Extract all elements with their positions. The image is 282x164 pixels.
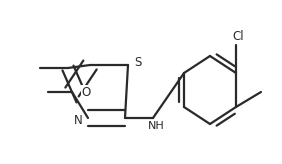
Text: NH: NH [147, 121, 164, 131]
Text: Cl: Cl [232, 30, 244, 42]
Text: O: O [81, 85, 91, 99]
Text: N: N [74, 113, 82, 126]
Text: S: S [134, 57, 142, 70]
